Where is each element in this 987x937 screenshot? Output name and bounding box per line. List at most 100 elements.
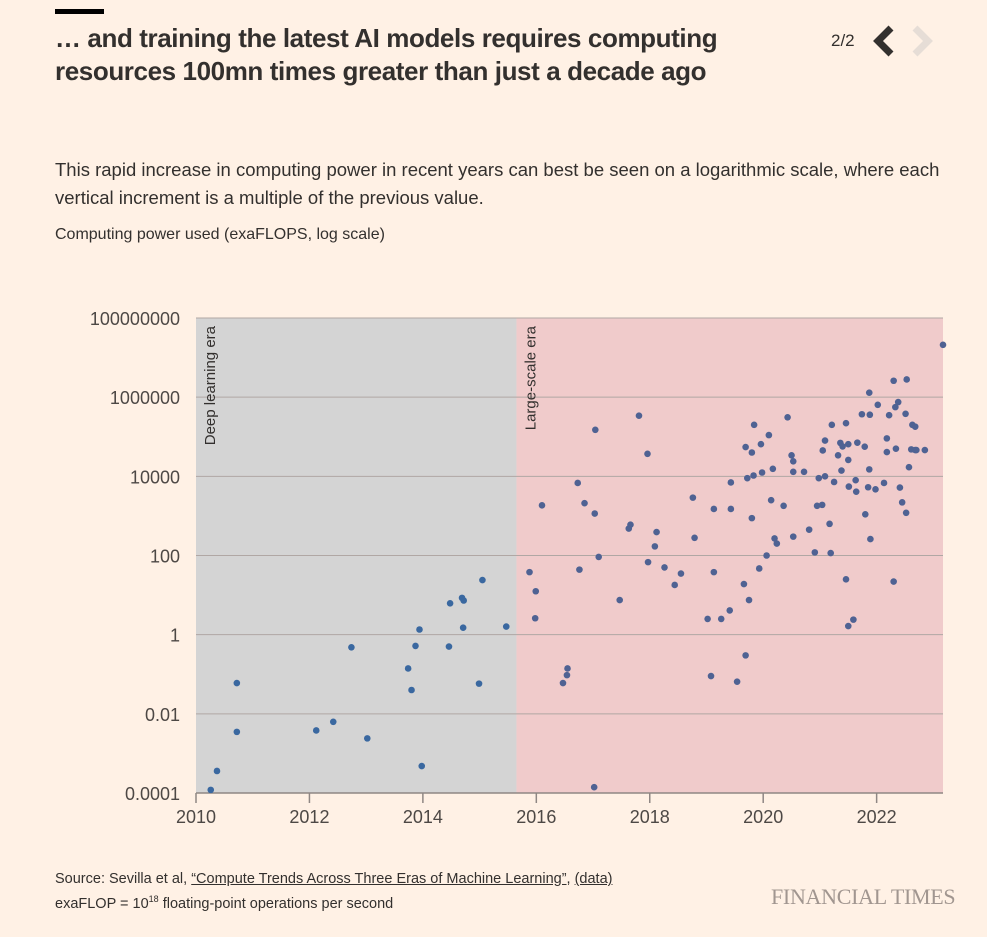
y-tick-label: 10000 xyxy=(130,467,180,487)
y-tick-label: 0.01 xyxy=(145,705,180,725)
data-point xyxy=(748,449,756,456)
x-tick-label: 2022 xyxy=(857,807,897,827)
data-point xyxy=(445,643,453,650)
data-point xyxy=(811,549,819,556)
y-tick-label: 100000000 xyxy=(90,309,180,329)
data-point xyxy=(531,614,539,622)
y-axis: 0.0001 0.01 1 100 10000 1000000 100000000 xyxy=(90,309,180,804)
data-point xyxy=(707,672,715,680)
data-point xyxy=(689,494,697,501)
ft-logo: FINANCIAL TIMES xyxy=(771,884,956,909)
x-tick-label: 2020 xyxy=(743,807,783,827)
data-point xyxy=(576,566,583,573)
data-point xyxy=(758,469,766,476)
data-points xyxy=(207,341,947,794)
data-point xyxy=(627,521,634,528)
data-point xyxy=(890,578,897,585)
data-point xyxy=(821,437,829,444)
unit-note: exaFLOP = 1018 floating-point operations… xyxy=(55,889,612,914)
data-point xyxy=(233,728,241,736)
data-point xyxy=(644,558,652,566)
data-point xyxy=(842,576,850,583)
data-point xyxy=(819,447,827,454)
data-point xyxy=(865,389,873,396)
data-point xyxy=(784,414,791,421)
chevron-left-icon xyxy=(872,25,894,57)
data-point xyxy=(896,484,904,491)
prev-button[interactable] xyxy=(869,24,899,58)
era-labels: Deep learning era Large-scale era xyxy=(202,325,539,445)
data-point xyxy=(740,580,748,588)
data-point xyxy=(911,423,919,430)
y-tick-label: 0.0001 xyxy=(125,784,180,804)
data-point xyxy=(744,474,751,482)
data-point xyxy=(815,474,823,482)
data-point xyxy=(538,502,546,509)
x-tick-label: 2018 xyxy=(630,807,670,827)
data-point xyxy=(903,376,910,383)
data-point xyxy=(788,451,795,459)
era-label: Large-scale era xyxy=(522,325,539,430)
data-point xyxy=(885,411,893,419)
chart-description: This rapid increase in computing power i… xyxy=(55,159,940,208)
data-point xyxy=(827,549,834,557)
data-point xyxy=(818,501,826,509)
data-point xyxy=(207,786,215,794)
data-point xyxy=(671,581,679,589)
data-point xyxy=(773,540,781,547)
data-point xyxy=(532,587,540,595)
chart-title: … and training the latest AI models requ… xyxy=(55,23,718,86)
data-point xyxy=(591,510,599,517)
data-point xyxy=(408,686,415,694)
data-point xyxy=(733,678,741,685)
y-tick-label: 100 xyxy=(150,547,180,567)
data-point xyxy=(898,499,906,506)
data-point xyxy=(479,576,486,584)
data-point xyxy=(460,597,468,604)
next-button[interactable] xyxy=(907,24,937,58)
data-point xyxy=(581,499,588,507)
data-point xyxy=(559,679,567,687)
data-point xyxy=(727,479,735,486)
data-point xyxy=(789,533,797,540)
data-point xyxy=(765,431,773,439)
data-point xyxy=(717,615,725,623)
data-point xyxy=(769,465,777,473)
data-point xyxy=(852,488,860,495)
data-point xyxy=(789,457,797,465)
data-point xyxy=(883,435,891,442)
data-point xyxy=(763,552,770,559)
data-point xyxy=(867,535,874,543)
data-point xyxy=(902,509,910,517)
data-point xyxy=(805,526,813,533)
data-point xyxy=(742,443,749,451)
data-point xyxy=(742,652,749,659)
data-point xyxy=(677,570,685,577)
data-point xyxy=(502,623,510,630)
data-point xyxy=(233,679,241,687)
data-point xyxy=(861,510,869,518)
y-tick-label: 1 xyxy=(170,626,180,646)
data-point xyxy=(883,448,891,456)
x-tick-label: 2012 xyxy=(289,807,329,827)
data-point xyxy=(726,607,734,614)
data-point xyxy=(834,451,842,459)
data-point xyxy=(844,440,852,448)
data-point xyxy=(913,446,920,454)
x-tick-label: 2014 xyxy=(403,807,443,827)
data-point xyxy=(755,565,763,572)
data-point xyxy=(710,568,718,576)
data-point xyxy=(745,596,753,604)
data-link[interactable]: (data) xyxy=(574,871,613,887)
data-point xyxy=(852,476,859,484)
source-link[interactable]: “Compute Trends Across Three Eras of Mac… xyxy=(191,871,567,887)
data-point xyxy=(446,600,454,607)
data-point xyxy=(800,468,808,476)
data-point xyxy=(861,443,869,451)
data-point xyxy=(838,467,845,474)
data-point xyxy=(842,419,850,427)
data-point xyxy=(921,446,929,454)
data-point xyxy=(661,564,668,571)
data-point xyxy=(865,466,873,473)
data-point xyxy=(653,528,660,536)
